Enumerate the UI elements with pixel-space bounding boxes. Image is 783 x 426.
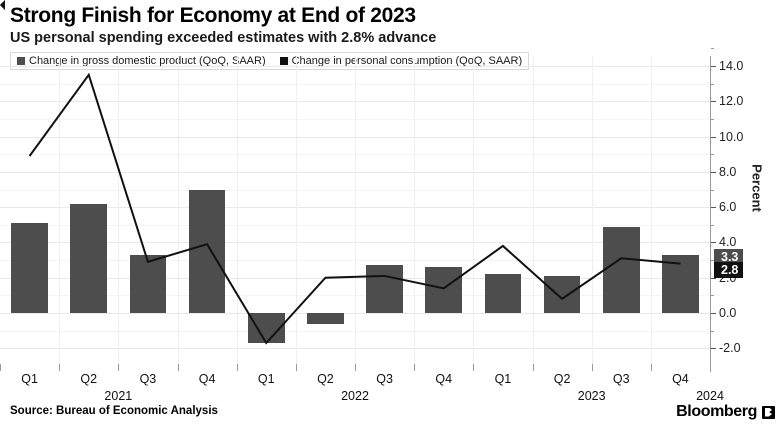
y-tick-minor xyxy=(711,330,714,332)
legend-label-gdp: Change in gross domestic product (QoQ, S… xyxy=(29,55,266,67)
gridline-vertical xyxy=(236,56,238,372)
x-year-label-2024: 2024 xyxy=(696,389,724,403)
gridline-vertical xyxy=(473,56,475,372)
bar-Q4-3[interactable] xyxy=(188,189,226,313)
x-tick xyxy=(355,364,356,371)
gridline-vertical xyxy=(59,56,61,372)
y-tick xyxy=(711,242,716,244)
y-tick xyxy=(711,101,716,103)
legend-item-consumption[interactable]: Change in personal consumption (QoQ, SAA… xyxy=(279,55,523,67)
bar-Q3-2[interactable] xyxy=(129,254,167,313)
consumption-polyline xyxy=(28,72,681,345)
badge-pointer-icon xyxy=(0,0,5,10)
consumption-line xyxy=(28,72,681,345)
y-tick-label-8.0: 8.0 xyxy=(719,164,737,179)
x-tick-label-10: Q3 xyxy=(612,372,630,386)
chart-legend: Change in gross domestic product (QoQ, S… xyxy=(10,52,530,70)
y-tick xyxy=(711,313,716,314)
bar-Q3-6[interactable] xyxy=(366,265,403,313)
x-tick xyxy=(710,364,711,371)
x-tick-label-8: Q1 xyxy=(494,372,512,386)
y-tick xyxy=(711,66,716,67)
y-tick-label-0.0: 0.0 xyxy=(719,306,737,320)
gridline-vertical xyxy=(650,56,652,372)
y-axis-line xyxy=(710,56,711,372)
x-tick-label-9: Q2 xyxy=(553,372,571,386)
y-tick-minor xyxy=(711,48,714,50)
bar-Q1-0[interactable] xyxy=(11,223,48,313)
y-axis-title: Percent xyxy=(749,164,765,212)
gridline-vertical xyxy=(355,56,356,372)
y-tick-label--2.0: -2.0 xyxy=(719,341,741,356)
x-year-label-2021: 2021 xyxy=(104,389,133,403)
x-tick-label-5: Q2 xyxy=(317,372,334,386)
bar-Q1-8[interactable] xyxy=(484,274,522,313)
page-title: Strong Finish for Economy at End of 2023 xyxy=(10,4,416,27)
gridline-vertical xyxy=(414,56,416,372)
y-tick-minor xyxy=(711,83,714,85)
x-tick xyxy=(532,364,534,371)
legend-swatch-consumption xyxy=(279,57,288,65)
source-note: Source: Bureau of Economic Analysis xyxy=(10,405,218,417)
y-tick-label-4.0: 4.0 xyxy=(719,235,737,250)
gridline-vertical xyxy=(532,56,534,372)
gridline-vertical xyxy=(118,56,120,372)
y-tick-label-14.0: 14.0 xyxy=(719,59,744,73)
bar-Q1-4[interactable] xyxy=(247,313,285,343)
gridline-vertical xyxy=(591,56,593,372)
x-tick xyxy=(295,364,297,371)
y-tick xyxy=(711,171,716,173)
value-badge-consumption: 2.8 xyxy=(714,262,744,278)
x-tick-label-1: Q2 xyxy=(80,372,98,386)
x-tick-label-2: Q3 xyxy=(139,372,157,386)
y-tick-minor xyxy=(711,260,714,262)
x-year-label-2023: 2023 xyxy=(577,389,606,403)
y-tick-minor xyxy=(711,154,714,156)
bar-Q2-1[interactable] xyxy=(70,203,108,313)
value-badge-gdp: 3.3 xyxy=(714,249,744,265)
x-tick-label-0: Q1 xyxy=(21,372,38,386)
x-tick xyxy=(118,364,120,371)
x-tick-label-7: Q4 xyxy=(435,372,453,386)
bloomberg-wordmark: Bloomberg xyxy=(676,403,757,420)
y-tick xyxy=(711,277,716,279)
bar-Q2-5[interactable] xyxy=(307,313,344,324)
y-tick xyxy=(711,207,716,209)
x-tick xyxy=(236,364,238,371)
x-tick xyxy=(59,364,61,371)
x-tick-label-3: Q4 xyxy=(198,372,216,386)
x-tick-label-4: Q1 xyxy=(257,372,275,386)
x-year-label-2022: 2022 xyxy=(341,389,369,403)
legend-swatch-gdp xyxy=(17,57,25,65)
x-tick xyxy=(591,364,593,371)
y-tick-label-10.0: 10.0 xyxy=(719,129,744,144)
y-tick xyxy=(711,136,716,138)
x-tick xyxy=(650,364,652,371)
gridline-vertical xyxy=(177,56,179,372)
x-tick-label-11: Q4 xyxy=(672,372,689,386)
y-tick-minor xyxy=(711,118,714,120)
bar-Q2-9[interactable] xyxy=(543,275,581,313)
y-tick-label-12.0: 12.0 xyxy=(719,94,744,109)
y-tick-minor xyxy=(711,189,714,191)
legend-label-consumption: Change in personal consumption (QoQ, SAA… xyxy=(291,55,523,67)
y-tick-minor xyxy=(711,295,714,297)
y-tick-label-6.0: 6.0 xyxy=(719,200,737,215)
legend-item-gdp[interactable]: Change in gross domestic product (QoQ, S… xyxy=(17,55,266,67)
bloomberg-logo-icon xyxy=(762,405,775,419)
y-tick xyxy=(711,348,716,350)
page-subtitle: US personal spending exceeded estimates … xyxy=(10,30,437,46)
x-tick xyxy=(473,364,475,371)
x-tick xyxy=(177,364,179,371)
bloomberg-brand: Bloomberg xyxy=(676,403,775,421)
bar-Q3-10[interactable] xyxy=(602,226,640,313)
bar-Q4-11[interactable] xyxy=(662,254,699,313)
gridline-vertical xyxy=(295,56,297,372)
x-tick xyxy=(0,364,1,371)
x-tick xyxy=(414,364,416,371)
x-tick-label-6: Q3 xyxy=(376,372,393,386)
bar-Q4-7[interactable] xyxy=(425,267,463,313)
y-tick-minor xyxy=(711,224,714,226)
